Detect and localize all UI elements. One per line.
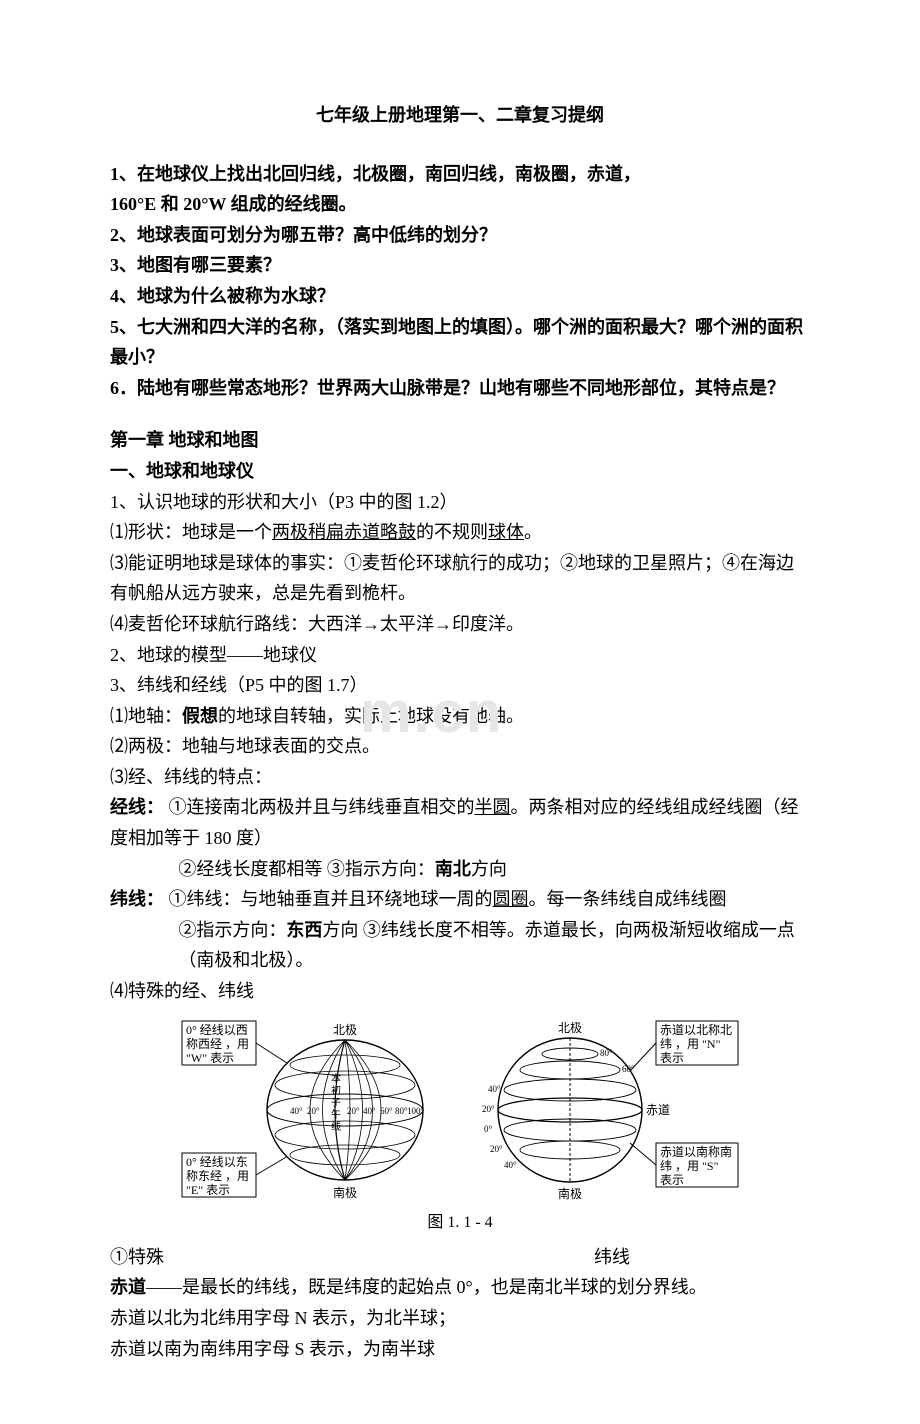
text: 方向 <box>471 859 507 879</box>
meridian-label: 初 <box>331 1084 341 1097</box>
tick: 20° <box>482 1104 495 1114</box>
wei-label: 纬线： <box>110 889 164 909</box>
globe-longitude-diagram: 0° 经线以西 称西经 ，用 "W" 表示 0° 经线以东 称东经 ，用 "E"… <box>180 1015 440 1205</box>
box-label: 纬 ，用 "S" <box>660 1159 719 1173</box>
text: ⑴地轴： <box>110 706 182 726</box>
equator-label: 赤道 <box>646 1103 670 1117</box>
section1-heading: 一、地球和地球仪 <box>110 456 810 487</box>
tick: 20° <box>347 1106 360 1116</box>
text: 。 <box>524 522 542 542</box>
intro-q1b: 160°E 和 20°W 组成的经线圈。 <box>110 189 810 220</box>
text: ①纬线：与地轴垂直并且环绕地球一周的 <box>169 889 493 909</box>
jingxian-line2: ②经线长度都相等 ③指示方向：南北方向 <box>110 854 810 885</box>
intro-q3: 3、地图有哪三要素？ <box>110 250 810 281</box>
north-pole-label: 北极 <box>333 1023 357 1037</box>
tick: 80° <box>600 1048 613 1058</box>
box-label: 称西经 ，用 <box>186 1037 249 1051</box>
south-pole-label: 南极 <box>558 1186 582 1201</box>
s1-p1-3: ⑶能证明地球是球体的事实：①麦哲伦环球航行的成功；②地球的卫星照片；④在海边有帆… <box>110 548 810 609</box>
meridian-label: 本 <box>331 1072 341 1085</box>
tick: 20° <box>307 1106 320 1116</box>
intro-q4: 4、地球为什么被称为水球？ <box>110 281 810 312</box>
jing-label: 经线： <box>110 797 164 817</box>
north-pole-label: 北极 <box>558 1021 582 1035</box>
box-label: 赤道以南称南 <box>660 1144 732 1159</box>
tick: 60° <box>380 1106 393 1116</box>
text: ⑴形状：地球是一个 <box>110 522 272 542</box>
text: ①连接南北两极并且与纬线垂直相交的 <box>169 797 475 817</box>
tail-3: 赤道以北为北纬用字母 N 表示，为北半球； <box>110 1303 810 1334</box>
box-label: "W" 表示 <box>186 1051 234 1065</box>
box-label: "E" 表示 <box>186 1183 230 1197</box>
jingxian-line1: 经线： ①连接南北两极并且与纬线垂直相交的半圆。两条相对应的经线组成经线圈（经度… <box>110 792 810 853</box>
text: 的不规则 <box>416 522 488 542</box>
box-label: 称东经 ，用 <box>186 1169 249 1183</box>
box-label: 赤道以北称北 <box>660 1023 732 1037</box>
text: ①特殊 <box>110 1247 164 1267</box>
meridian-label: 午 <box>331 1108 341 1121</box>
text: 的地球自转轴，实际上地球没有地轴。 <box>218 706 524 726</box>
bold-text: 假想 <box>182 706 218 726</box>
text: ②经线长度都相等 ③指示方向： <box>178 859 435 879</box>
tail-1: ①特殊 纬线 <box>110 1242 810 1273</box>
bold-text: 赤道 <box>110 1277 146 1297</box>
doc-title: 七年级上册地理第一、二章复习提纲 <box>110 100 810 131</box>
tick: 40° <box>363 1106 376 1116</box>
s1-p3-1: ⑴地轴：假想的地球自转轴，实际上地球没有地轴。 <box>110 701 810 732</box>
chapter1-heading: 第一章 地球和地图 <box>110 425 810 456</box>
tick: 40° <box>488 1084 501 1094</box>
underline-text: 圆圈 <box>493 889 529 909</box>
s1-p3-3: ⑶经、纬线的特点： <box>110 762 810 793</box>
s1-p1: 1、认识地球的形状和大小（P3 中的图 1.2） <box>110 487 810 518</box>
bold-text: 东西 <box>286 920 322 940</box>
text: 。每一条纬线自成纬线圈 <box>529 889 727 909</box>
s1-p3: 3、纬线和经线（P5 中的图 1.7） <box>110 670 810 701</box>
tick: 60° <box>622 1064 635 1074</box>
underline-text: 球体 <box>488 522 524 542</box>
box-label: 表示 <box>660 1051 684 1065</box>
intro-q2: 2、地球表面可划分为哪五带？高中低纬的划分？ <box>110 220 810 251</box>
s1-p3-4: ⑷特殊的经、纬线 <box>110 976 810 1007</box>
text: ——是最长的纬线，既是纬度的起始点 0°，也是南北半球的划分界线。 <box>146 1277 707 1297</box>
box-label: 纬 ，用 "N" <box>660 1037 721 1051</box>
s1-p1-4: ⑷麦哲伦环球航行路线：大西洋→太平洋→印度洋。 <box>110 609 810 640</box>
s1-p2: 2、地球的模型——地球仪 <box>110 640 810 671</box>
tick: 40° <box>290 1106 303 1116</box>
intro-q5: 5、七大洲和四大洋的名称，（落实到地图上的填图）。哪个洲的面积最大？哪个洲的面积… <box>110 312 810 373</box>
s1-p3-2: ⑵两极：地轴与地球表面的交点。 <box>110 731 810 762</box>
tick: 20° <box>490 1144 503 1154</box>
box-label: 表示 <box>660 1173 684 1187</box>
tick: 100° <box>407 1106 425 1116</box>
weixian-line2: ②指示方向：东西方向 ③纬线长度不相等。赤道最长，向两极渐短收缩成一点（南极和北… <box>110 915 810 976</box>
tail-4: 赤道以南为南纬用字母 S 表示，为南半球 <box>110 1334 810 1365</box>
box-label: 0° 经线以西 <box>186 1023 248 1037</box>
s1-p1-1: ⑴形状：地球是一个两极稍扁赤道略鼓的不规则球体。 <box>110 517 810 548</box>
tail-2: 赤道——是最长的纬线，既是纬度的起始点 0°，也是南北半球的划分界线。 <box>110 1272 810 1303</box>
tick: 0° <box>484 1124 493 1134</box>
figure-1-1-4: 0° 经线以西 称西经 ，用 "W" 表示 0° 经线以东 称东经 ，用 "E"… <box>110 1015 810 1205</box>
intro-q1a: 1、在地球仪上找出北回归线，北极圈，南回归线，南极圈，赤道， <box>110 159 810 190</box>
intro-q6: 6．陆地有哪些常态地形？世界两大山脉带是？山地有哪些不同地形部位，其特点是？ <box>110 373 810 404</box>
figure-caption: 图 1. 1 - 4 <box>110 1209 810 1236</box>
text: ②指示方向： <box>178 920 286 940</box>
text: 纬线 <box>594 1247 630 1267</box>
globe-latitude-diagram: 北极 南极 赤道 80° 60° 40° 20° 0° 20° 40° 赤道以北… <box>480 1015 740 1205</box>
underline-text: 半圆 <box>475 797 511 817</box>
bold-text: 南北 <box>435 859 471 879</box>
meridian-label: 子 <box>331 1097 341 1109</box>
south-pole-label: 南极 <box>333 1185 357 1200</box>
underline-text: 两极稍扁赤道略鼓 <box>272 522 416 542</box>
weixian-line1: 纬线： ①纬线：与地轴垂直并且环绕地球一周的圆圈。每一条纬线自成纬线圈 <box>110 884 810 915</box>
box-label: 0° 经线以东 <box>186 1155 248 1169</box>
tick: 40° <box>504 1160 517 1170</box>
meridian-label: 线 <box>331 1120 341 1133</box>
